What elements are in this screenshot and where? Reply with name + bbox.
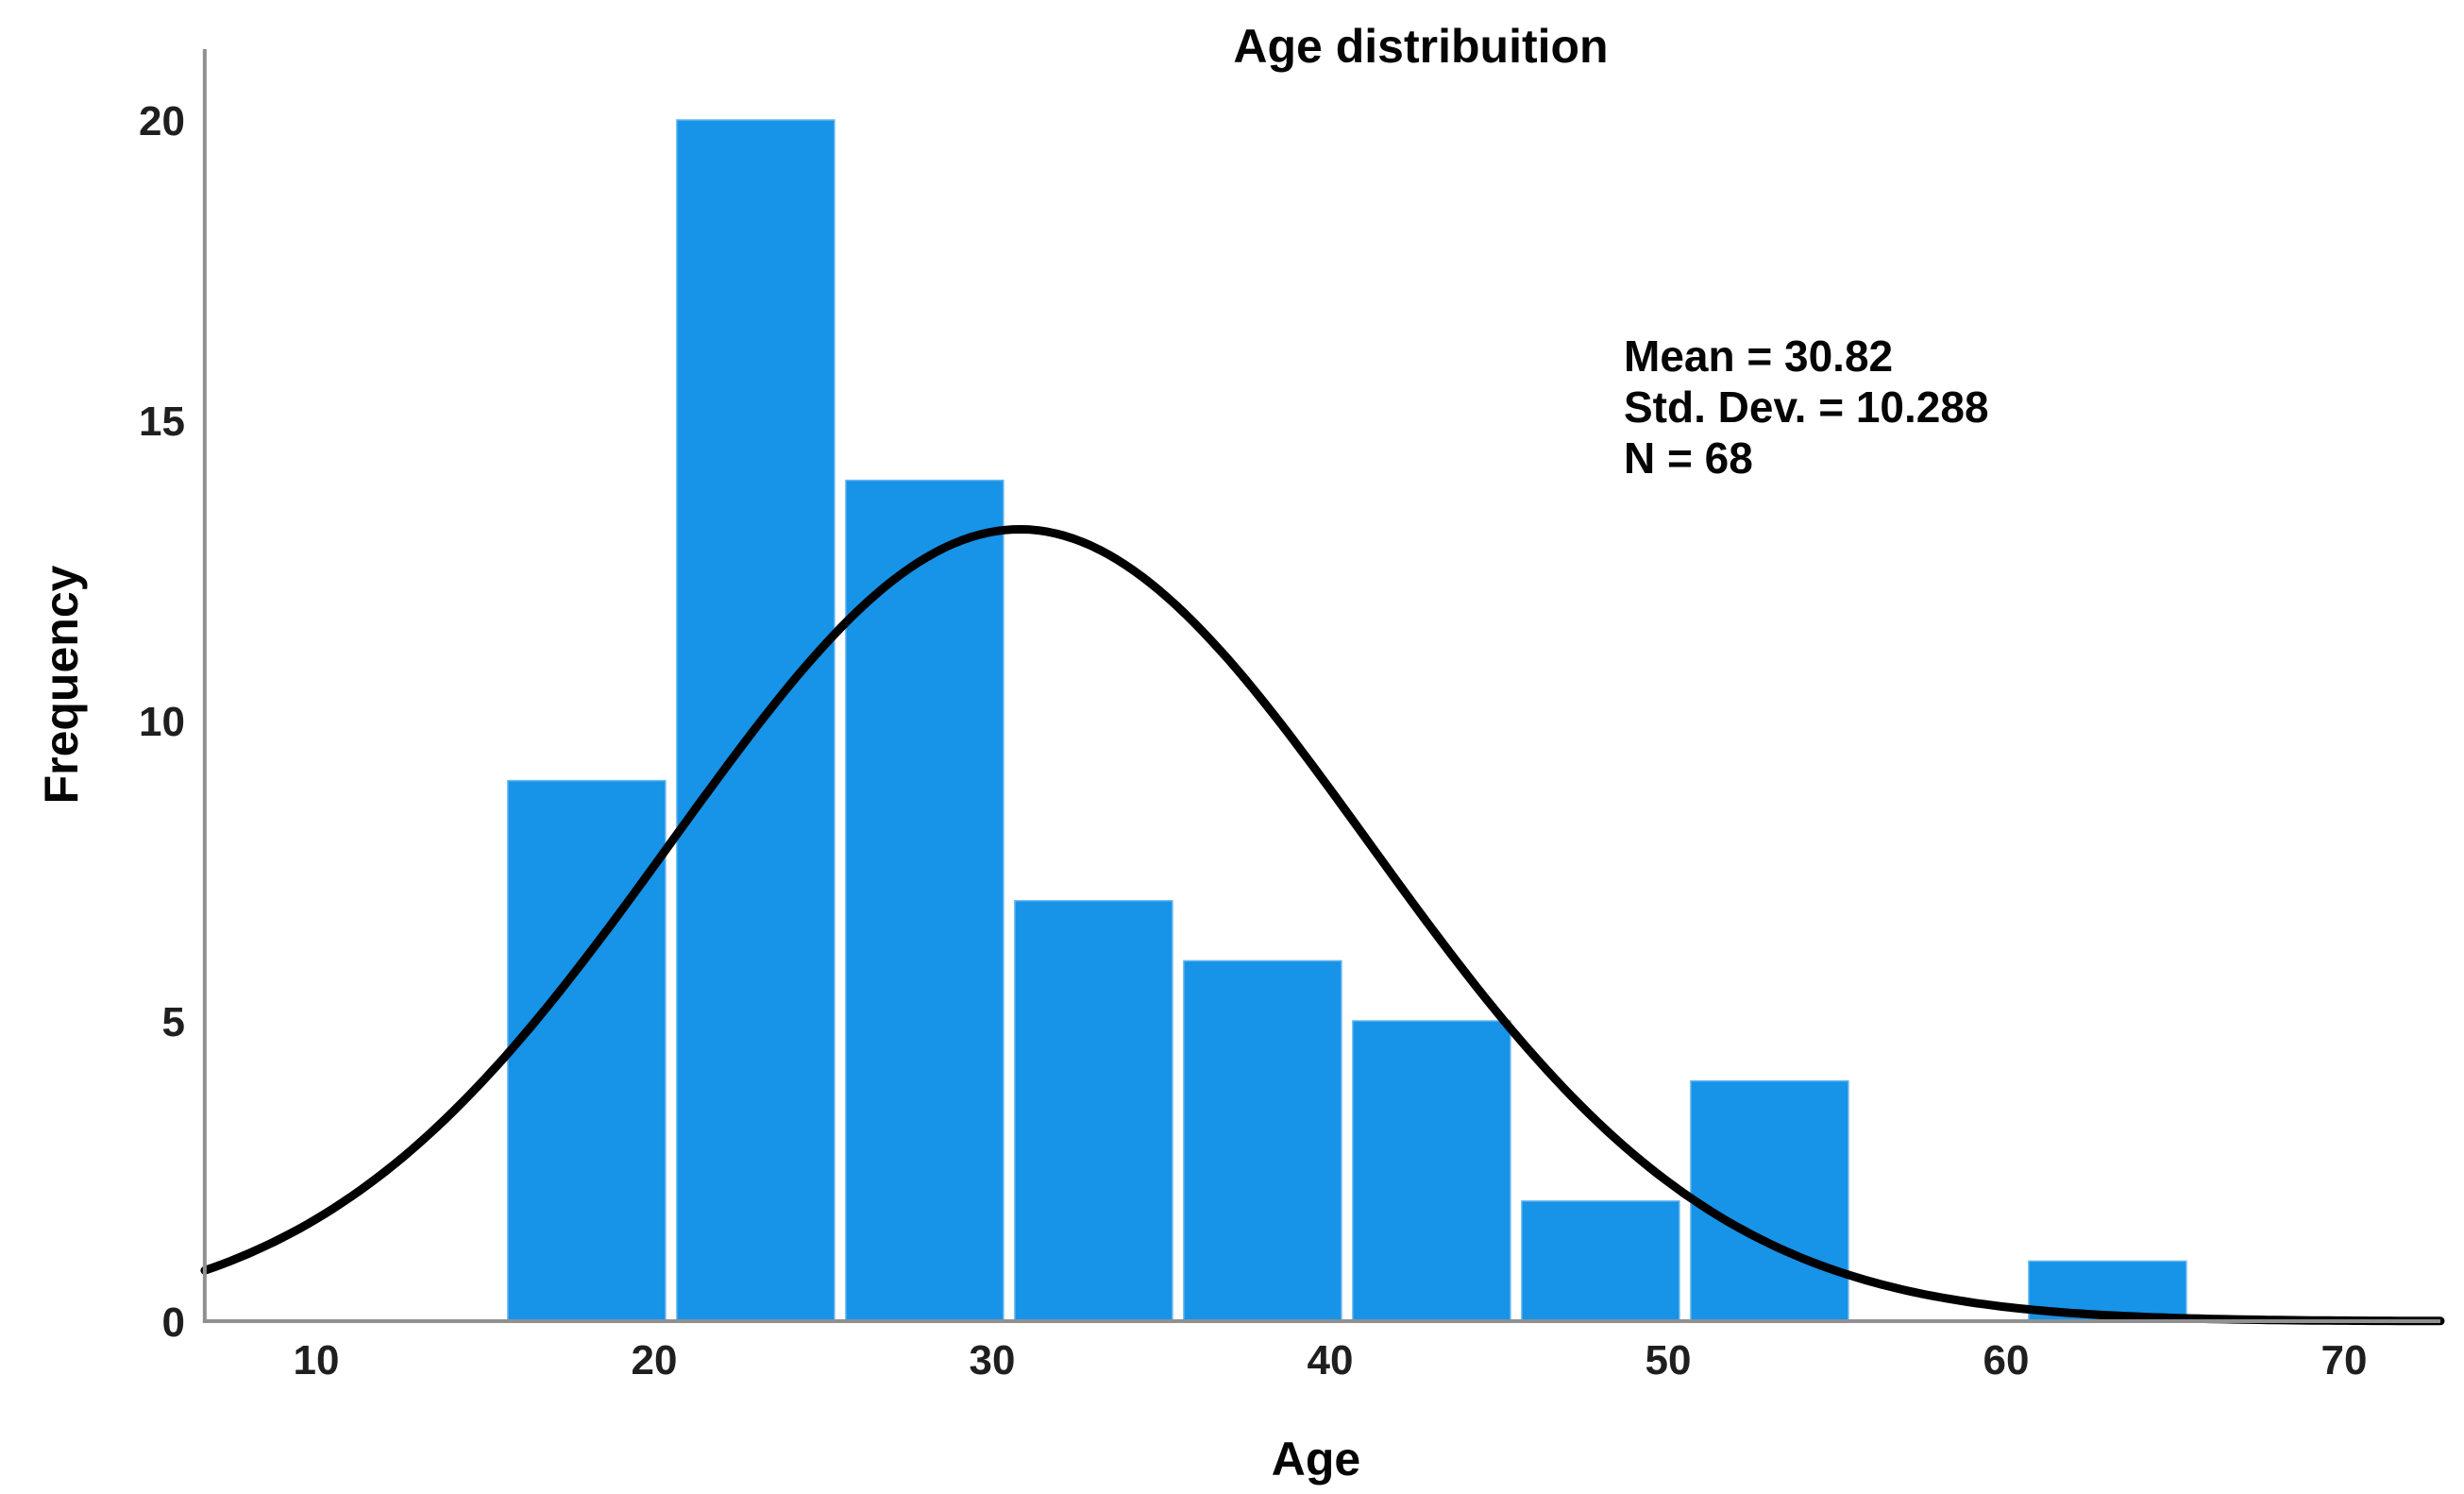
chart-title: Age distribuition [1233, 20, 1608, 73]
x-tick-label: 50 [1645, 1337, 1692, 1384]
histogram-bar [676, 119, 835, 1322]
y-tick-label: 5 [162, 999, 185, 1045]
y-tick-label: 10 [139, 699, 185, 745]
y-tick-label: 0 [162, 1299, 185, 1346]
x-tick-label: 40 [1308, 1337, 1354, 1384]
histogram-bar [1352, 1020, 1511, 1322]
x-tick-label: 30 [970, 1337, 1016, 1384]
x-axis-label: Age [1272, 1433, 1360, 1486]
y-axis-label: Frequency [35, 565, 88, 804]
x-tick-label: 20 [632, 1337, 678, 1384]
stats-std-dev: Std. Dev. = 10.288 [1624, 382, 1989, 432]
normal-curve [200, 525, 2445, 1326]
y-tick-labels-group: 0 5 10 15 20 [139, 98, 185, 1346]
y-tick-label: 15 [139, 399, 185, 445]
x-tick-label: 70 [2321, 1337, 2368, 1384]
x-tick-labels-group: 10 20 30 40 50 60 70 [294, 1337, 2368, 1384]
histogram-bar [845, 479, 1004, 1322]
y-tick-label: 20 [139, 98, 185, 144]
histogram-bar [1183, 959, 1342, 1322]
stats-annotation: Mean = 30.82 Std. Dev. = 10.288 N = 68 [1624, 331, 1989, 483]
histogram-bar [507, 779, 667, 1322]
x-tick-label: 10 [294, 1337, 340, 1384]
histogram-bar [1014, 900, 1173, 1322]
x-tick-label: 60 [1983, 1337, 2030, 1384]
histogram-bars-group [507, 119, 2187, 1322]
histogram-bar [1690, 1079, 1849, 1322]
histogram-bar [1521, 1200, 1680, 1322]
stats-n: N = 68 [1624, 433, 1753, 483]
stats-mean: Mean = 30.82 [1624, 331, 1893, 381]
